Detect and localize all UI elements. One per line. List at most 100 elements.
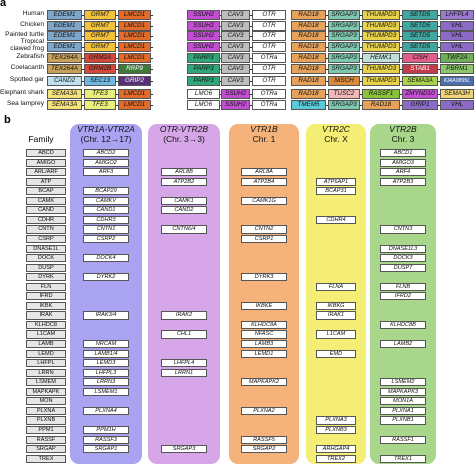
- gene-block: SRGAP3: [328, 31, 360, 41]
- gene-block: GRM7: [84, 42, 116, 52]
- gene-block: GRM2A: [84, 53, 116, 63]
- chromosome-column: OTR-VTR2B (Chr. 3→3) ARL8B ATP2B2 CAMK1 CAND2…: [148, 124, 220, 464]
- family-box: PPM1: [26, 425, 66, 435]
- gene-box: ATP6AP1: [316, 177, 356, 186]
- gene-box: IRAK1: [316, 311, 356, 320]
- chromosome-column: VTR2B Chr. 3 ABCD1 AMIGO3 ARF4 ATP2B3 CNTN3 DNA…: [370, 124, 436, 464]
- gene-block: RAD18: [362, 100, 400, 110]
- gene-box: FLNB: [380, 282, 426, 291]
- gene-block: SEMA3A: [47, 100, 82, 110]
- species-name: Elephant shark: [0, 89, 44, 96]
- gene-block: RAD18: [291, 42, 326, 52]
- gene-block: OTR: [252, 76, 286, 86]
- gene-box: CAND2: [161, 206, 207, 215]
- column-chromosome: (Chr. 3→3): [163, 133, 205, 144]
- gene-box: KLHDC8B: [380, 320, 426, 330]
- family-box: LHFPL: [26, 359, 66, 368]
- gene-block: SSUH2: [221, 100, 250, 110]
- family-box: CNTN: [26, 225, 66, 234]
- gene-box: LEMD3: [83, 359, 129, 368]
- gene-block: CAV3: [221, 31, 250, 41]
- gene-box: LAMB3: [241, 340, 287, 349]
- gene-block: RAD18: [291, 76, 326, 86]
- gene-box: ARF3: [83, 168, 129, 177]
- gene-box: CSRP2: [83, 234, 129, 244]
- gene-block: SRGAP3: [328, 64, 360, 74]
- gene-block: SRGAP3: [328, 10, 360, 20]
- gene-block: SSUH2: [187, 31, 220, 41]
- gene-block: SRGAP3: [328, 21, 360, 31]
- gene-block: LMCD1: [118, 89, 151, 99]
- gene-box: BCAP29: [83, 187, 129, 196]
- gene-block: PARP3: [187, 64, 220, 74]
- gene-box: TREX2: [316, 454, 356, 463]
- gene-block: RRP9: [118, 64, 151, 74]
- family-box: PLXNB: [26, 416, 66, 425]
- gene-block: PBRM1: [440, 64, 474, 74]
- gene-block: SRGAP3: [328, 42, 360, 52]
- column-header: VTR2B Chr. 3: [370, 124, 436, 144]
- family-box: DNASE1L: [26, 244, 66, 253]
- gene-box: PLXNA2: [241, 406, 287, 416]
- gene-box: DOCK4: [83, 254, 129, 263]
- gene-box: IRAK3/4: [83, 311, 129, 320]
- gene-block: LMCD1: [118, 31, 151, 41]
- family-box: CDHR: [26, 215, 66, 225]
- chromosome-column: VTR1B Chr. 1 ARL8A ATP2B4 CAMK1G CNTN2 CSRP1 DY…: [229, 124, 299, 464]
- gene-block: GRM7: [84, 21, 116, 31]
- gene-block: CAV3: [221, 10, 250, 20]
- column-header: OTR-VTR2B (Chr. 3→3): [148, 124, 220, 144]
- gene-block: CAV3: [221, 64, 250, 74]
- gene-box: PPM1H: [83, 425, 129, 435]
- gene-block: THUMPD3: [362, 21, 400, 31]
- family-box: FLN: [26, 282, 66, 291]
- gene-block: NISCH: [328, 76, 360, 86]
- gene-box: CNTN3: [380, 225, 426, 234]
- gene-block: PARP3: [187, 53, 220, 63]
- gene-block: SEMA3A: [402, 76, 438, 86]
- gene-block: OTR: [252, 31, 286, 41]
- gene-block: TEX264A: [47, 53, 82, 63]
- gene-box: ABCD2: [83, 149, 129, 158]
- gene-block: SEMA3A: [47, 89, 82, 99]
- gene-block: SRGAP3: [328, 53, 360, 63]
- gene-box: ARL8A: [241, 168, 287, 177]
- gene-block: THUMPD3: [362, 64, 400, 74]
- family-box: LRRN: [26, 368, 66, 377]
- gene-block: SEMA3H: [440, 89, 474, 99]
- gene-block: THUMPD3: [362, 76, 400, 86]
- gene-block: CAV3: [221, 21, 250, 31]
- gene-box: IRAK2: [161, 311, 207, 320]
- gene-box: LSMEM2: [380, 378, 426, 387]
- gene-block: GRM7: [84, 10, 116, 20]
- family-box: DYRK: [26, 273, 66, 282]
- gene-block: LMO6: [187, 100, 220, 110]
- gene-box: DUSP7: [380, 263, 426, 272]
- gene-block: OTRa: [252, 100, 286, 110]
- gene-box: ARF4: [380, 168, 426, 177]
- gene-box: CAMK1: [161, 196, 207, 205]
- gene-box: SRGAP1: [83, 445, 129, 454]
- gene-block: ZMYND10: [402, 89, 438, 99]
- family-box: IKBK: [26, 301, 66, 310]
- gene-box: LRRN3: [83, 378, 129, 387]
- gene-block: OTR: [252, 21, 286, 31]
- gene-block: RAD18: [291, 10, 326, 20]
- gene-block: STAB1: [402, 64, 438, 74]
- gene-box: LSMEM1: [83, 387, 129, 396]
- family-box: ARL/ARF: [26, 168, 66, 177]
- gene-box: PLXNA3: [316, 416, 356, 425]
- species-name: Human: [22, 10, 44, 17]
- family-box: CSRP: [26, 234, 66, 244]
- chromosome-column: VTR1A-VTR2A (Chr. 12→17) ABCD2 AMIGO2 ARF3 BC…: [70, 124, 142, 464]
- gene-block: LMCD1: [118, 100, 151, 110]
- gene-block: LMCD1: [118, 10, 151, 20]
- gene-block: THUMPD3: [362, 42, 400, 52]
- gene-block: GRIP1: [402, 100, 438, 110]
- gene-block: GRM7: [84, 31, 116, 41]
- gene-box: LHFPL4: [161, 359, 207, 368]
- gene-block: CAV3: [221, 42, 250, 52]
- gene-block: RAD18: [291, 31, 326, 41]
- family-box: DOCK: [26, 254, 66, 263]
- gene-block: TMEM5: [291, 100, 326, 110]
